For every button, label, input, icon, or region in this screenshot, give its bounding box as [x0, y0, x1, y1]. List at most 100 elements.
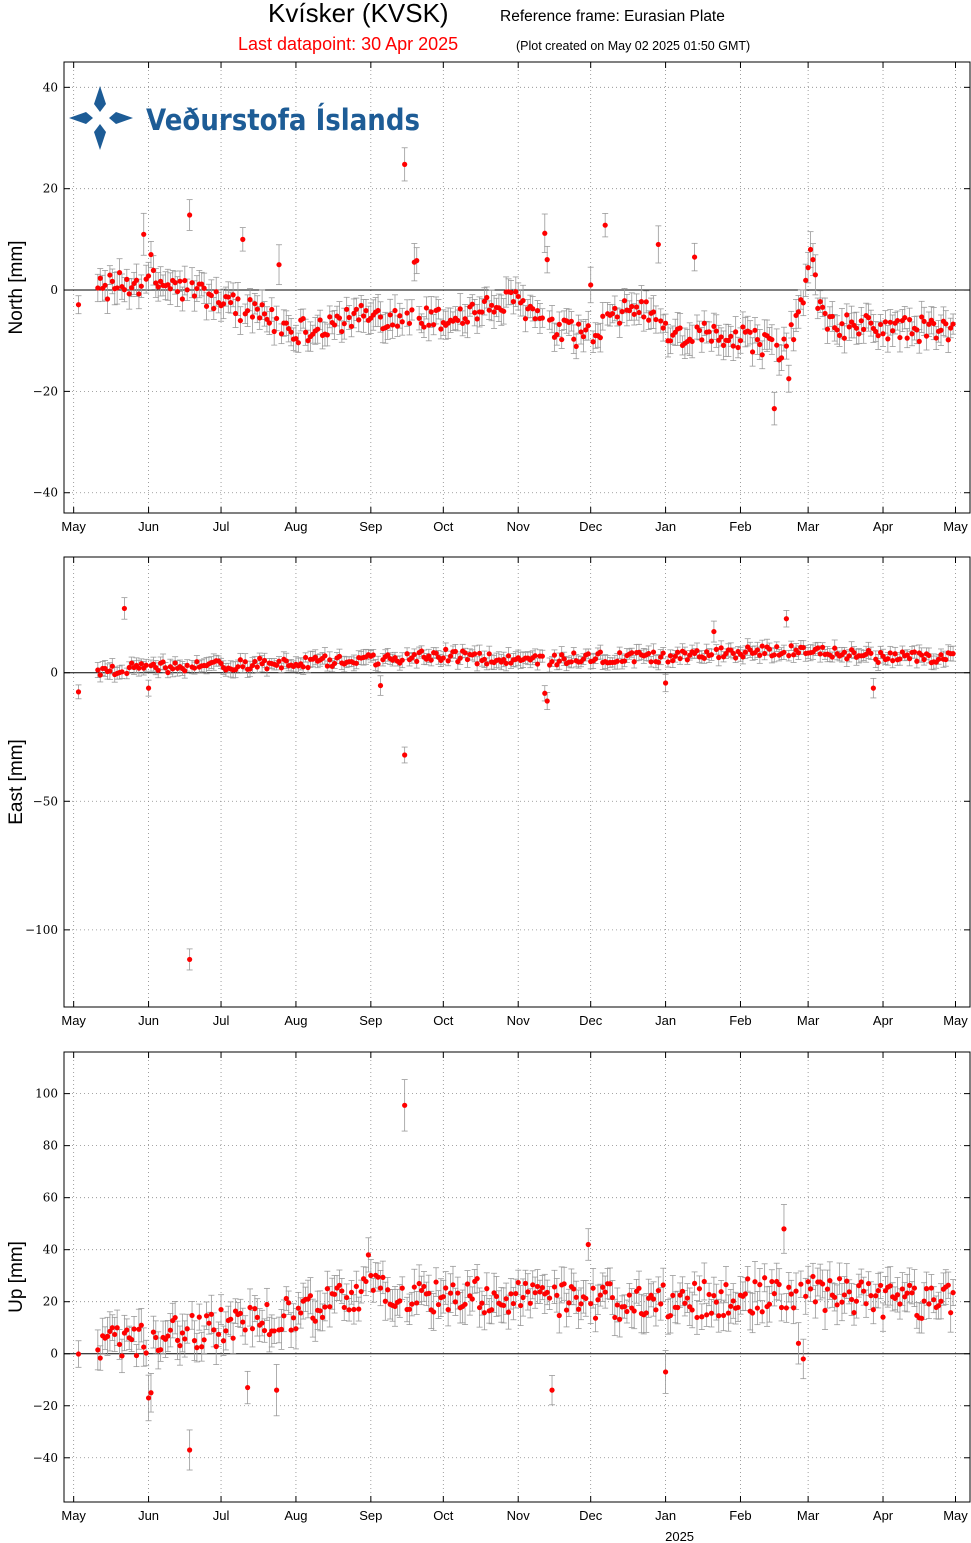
x-tick-label: Mar [797, 519, 820, 534]
data-point [428, 657, 434, 663]
data-point [455, 317, 461, 324]
data-point [807, 246, 814, 253]
data-point [481, 298, 487, 304]
data-point [682, 650, 688, 656]
data-point [914, 658, 920, 664]
data-point [165, 1333, 171, 1339]
data-point [261, 311, 268, 317]
data-point [269, 306, 275, 313]
data-point [711, 323, 717, 329]
data-point [730, 650, 736, 656]
data-point [406, 320, 413, 327]
data-point [133, 1352, 140, 1359]
data-point [798, 1281, 804, 1287]
data-point [339, 328, 345, 335]
data-point [445, 658, 451, 664]
x-tick-label: Jan [655, 1508, 676, 1523]
data-point [890, 328, 896, 334]
data-point [614, 314, 620, 320]
data-point [300, 315, 306, 322]
data-point [870, 1307, 876, 1313]
data-point [725, 337, 732, 344]
data-point [237, 317, 243, 324]
data-point [856, 331, 862, 337]
data-point [532, 316, 538, 322]
data-point [718, 1289, 724, 1295]
data-point [356, 317, 362, 323]
data-point [303, 329, 309, 335]
data-point [476, 1304, 483, 1311]
data-point [341, 321, 347, 327]
data-point [194, 659, 200, 665]
data-point [172, 660, 178, 666]
data-point [728, 1303, 734, 1309]
data-point [923, 1286, 930, 1292]
data-point [844, 312, 850, 318]
data-point [824, 1286, 831, 1292]
data-point [141, 1344, 147, 1350]
data-point [469, 1296, 475, 1302]
data-point [257, 655, 263, 661]
data-point [861, 1288, 867, 1294]
data-point [894, 1292, 901, 1298]
data-point [402, 161, 408, 167]
x-tick-label: Dec [579, 1508, 603, 1523]
data-point [822, 310, 828, 317]
data-point [938, 652, 944, 658]
data-point [904, 652, 910, 658]
data-point [377, 314, 384, 320]
data-point [426, 1290, 432, 1296]
data-point [791, 1305, 797, 1311]
data-point [187, 956, 193, 963]
data-point [116, 270, 123, 276]
data-point [858, 1279, 864, 1285]
data-point [199, 281, 205, 287]
data-point [662, 320, 669, 326]
data-point [788, 1291, 794, 1297]
data-point [211, 305, 217, 312]
data-point [938, 1298, 944, 1304]
data-point [646, 650, 652, 657]
logo-arrow-icon [94, 124, 106, 150]
data-point [650, 1296, 657, 1302]
data-point [399, 319, 405, 325]
data-point [839, 321, 845, 327]
data-point [469, 301, 475, 307]
data-point [815, 305, 821, 311]
data-point [757, 1282, 763, 1288]
data-point [278, 1326, 285, 1333]
x-tick-label: Nov [507, 1013, 531, 1028]
data-point [919, 1315, 925, 1321]
data-point [447, 653, 454, 659]
data-point [389, 322, 396, 328]
data-point [583, 327, 589, 333]
y-tick-label: 0 [50, 666, 58, 680]
data-point [182, 277, 188, 284]
data-point [274, 315, 280, 322]
data-point [129, 1336, 135, 1343]
y-tick-label: 80 [43, 1139, 58, 1153]
data-point [525, 1289, 531, 1295]
data-point [907, 1282, 913, 1288]
data-point [191, 1338, 198, 1344]
data-point [95, 285, 101, 291]
data-point [786, 1284, 792, 1290]
x-tick-label: Feb [729, 1013, 751, 1028]
data-point [875, 659, 881, 666]
data-point [643, 299, 649, 305]
data-point [136, 665, 142, 671]
data-point [435, 1301, 442, 1308]
data-point [670, 658, 676, 664]
data-point [254, 664, 260, 670]
data-point [667, 653, 674, 659]
data-point [677, 655, 683, 662]
data-point [873, 1293, 879, 1299]
data-point [319, 1314, 326, 1320]
y-tick-label: 40 [43, 1243, 58, 1257]
data-point [621, 658, 628, 664]
data-point [740, 324, 746, 330]
data-point [621, 1303, 628, 1310]
data-point [571, 336, 577, 342]
reference-frame: Reference frame: Eurasian Plate [500, 8, 725, 25]
